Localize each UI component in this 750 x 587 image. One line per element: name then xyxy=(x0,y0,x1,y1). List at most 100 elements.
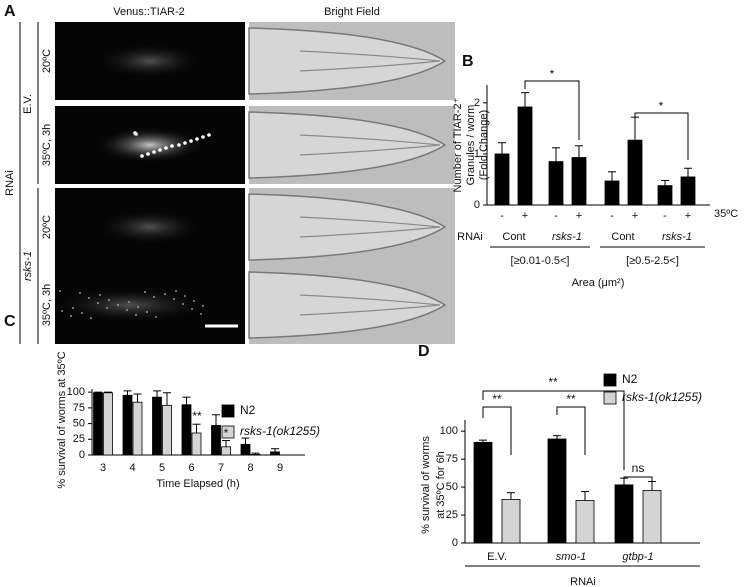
x-tick-label: + xyxy=(576,210,582,222)
granule xyxy=(182,303,184,305)
x-tick-label: 9 xyxy=(277,462,283,474)
y-tick-label: 100 xyxy=(440,425,458,437)
granule xyxy=(184,295,186,297)
granule xyxy=(164,293,166,295)
x-tick-label: + xyxy=(685,210,691,222)
bar xyxy=(240,443,251,456)
significance-label: ns xyxy=(632,461,645,475)
granule xyxy=(97,302,99,304)
bar xyxy=(575,500,595,544)
x-tick-label: 3 xyxy=(100,462,106,474)
worm-signal xyxy=(95,209,205,245)
group-label: Cont xyxy=(611,231,634,243)
granule xyxy=(170,144,174,148)
granule xyxy=(137,306,139,308)
bar xyxy=(103,392,113,456)
granule xyxy=(140,154,144,158)
y-tick-label: 100 xyxy=(67,386,85,398)
significance-label: ** xyxy=(492,392,502,406)
worm-signal xyxy=(95,127,205,163)
significance-bracket xyxy=(623,476,653,484)
column-title: Venus::TIAR-2 xyxy=(113,6,185,18)
bar xyxy=(604,180,620,206)
x-tick-label: 6 xyxy=(188,462,194,474)
bar xyxy=(501,498,521,544)
bar xyxy=(250,453,261,456)
bar xyxy=(221,446,231,456)
group-label: Cont xyxy=(502,231,525,243)
granule xyxy=(59,290,61,292)
pharynx xyxy=(299,134,441,156)
group-label: rsks-1 xyxy=(662,231,692,243)
granule xyxy=(200,313,202,315)
significance-label: * xyxy=(224,426,229,440)
panel-label: B xyxy=(462,53,474,70)
granule xyxy=(90,317,92,319)
y-axis-label: Granules / worm xyxy=(465,105,477,186)
bar xyxy=(680,176,696,206)
granule xyxy=(158,148,162,152)
x-tick-label: - xyxy=(610,210,614,222)
y-axis-label: % survival of worms xyxy=(420,436,432,534)
bar xyxy=(517,106,533,206)
granule xyxy=(128,301,130,303)
group-label: E.V. xyxy=(22,94,34,114)
pharynx xyxy=(299,216,441,238)
granule xyxy=(191,308,193,310)
bar xyxy=(132,401,143,456)
legend-label: rsks-1(ok1255) xyxy=(240,424,320,438)
y-axis-label: at 35ºC for 6h xyxy=(435,451,447,519)
legend-swatch xyxy=(603,391,617,405)
granule xyxy=(177,143,181,147)
charts: B Number of TIAR-2⁺ Granules / worm (Fold C… xyxy=(4,53,738,587)
granule xyxy=(193,300,195,302)
bar xyxy=(548,161,564,206)
bar xyxy=(181,404,192,456)
granule xyxy=(70,315,72,317)
granule xyxy=(135,314,137,316)
y-tick-label: 0 xyxy=(452,537,458,549)
x-tick-label: - xyxy=(554,210,558,222)
y-tick-label: 1 xyxy=(474,148,480,160)
granule xyxy=(183,141,187,145)
bar xyxy=(191,432,202,456)
panel-label: D xyxy=(418,343,430,360)
x-tick-label: E.V. xyxy=(487,551,507,563)
granule xyxy=(207,133,211,137)
x-tick-label: 5 xyxy=(159,462,165,474)
panel-label: C xyxy=(4,313,16,330)
bar xyxy=(657,185,673,206)
granule xyxy=(79,292,81,294)
x-axis-label: RNAi xyxy=(570,576,596,587)
bar xyxy=(211,425,221,456)
worm-outline xyxy=(248,271,447,339)
x-tick-label: + xyxy=(522,210,528,222)
significance-label: ** xyxy=(192,409,202,423)
y-tick-label: 0 xyxy=(474,199,480,211)
y-tick-label: 25 xyxy=(73,433,85,445)
x-axis-label: Area (μm²) xyxy=(572,277,625,289)
significance-bracket xyxy=(482,390,625,470)
y-tick-label: 25 xyxy=(446,509,458,521)
granule xyxy=(189,139,193,143)
granule xyxy=(195,137,199,141)
legend-label: rsks-1(ok1255) xyxy=(622,390,702,404)
y-tick-label: 50 xyxy=(446,481,458,493)
legend-swatch xyxy=(221,404,235,418)
x-tick-label: 7 xyxy=(218,462,224,474)
granule xyxy=(106,307,108,309)
legend-label: N2 xyxy=(622,372,638,386)
bar xyxy=(93,392,103,456)
x-tick-label: 8 xyxy=(247,462,253,474)
granule xyxy=(173,298,175,300)
worm-outline xyxy=(248,27,447,95)
significance-label: * xyxy=(550,67,555,81)
bar xyxy=(122,394,133,456)
significance-label: ** xyxy=(566,392,576,406)
worm-outline xyxy=(248,193,447,261)
bar xyxy=(547,438,567,544)
granule xyxy=(144,291,146,293)
chart-panel: D % survival of worms at 35ºC for 6h 0 25 50 7… xyxy=(418,343,702,587)
